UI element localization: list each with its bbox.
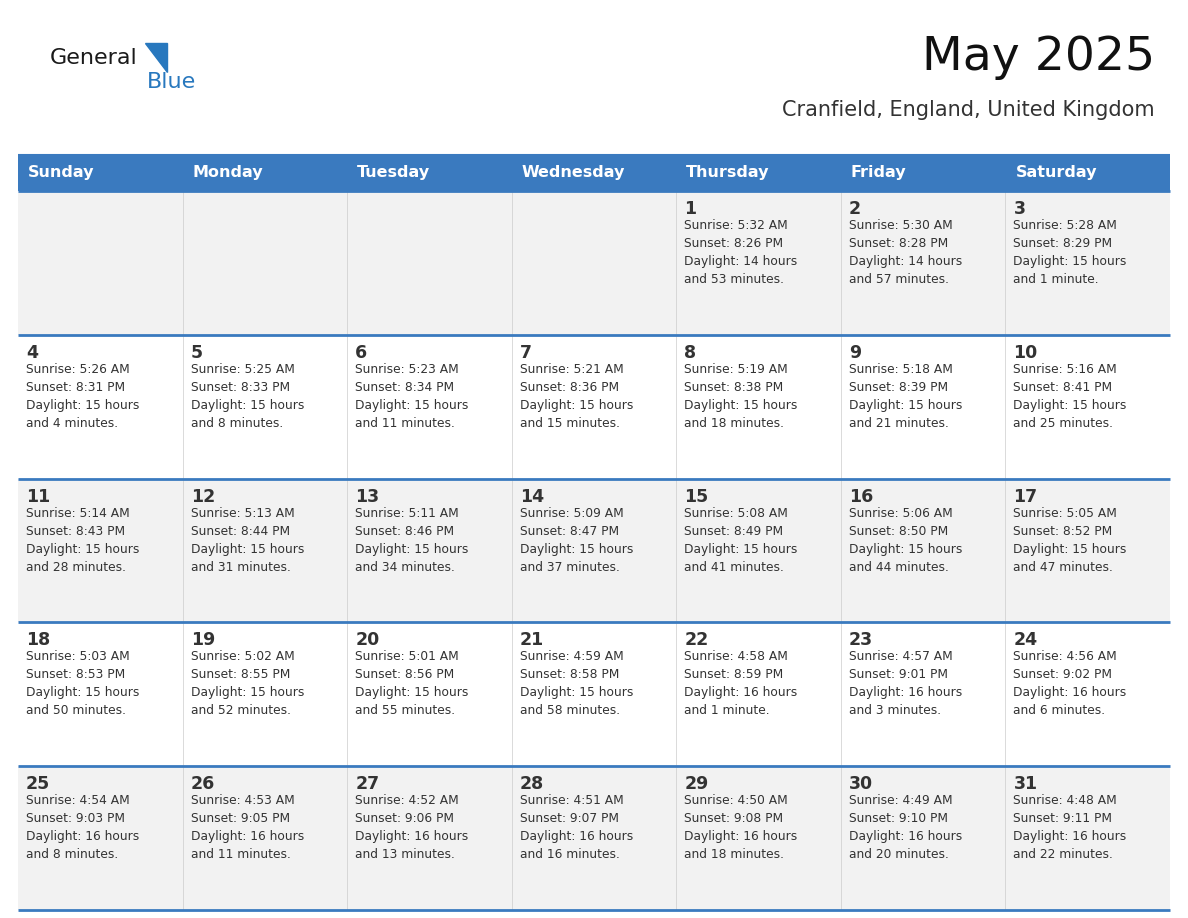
Text: Saturday: Saturday xyxy=(1016,165,1097,181)
Text: Sunrise: 5:16 AM
Sunset: 8:41 PM
Daylight: 15 hours
and 25 minutes.: Sunrise: 5:16 AM Sunset: 8:41 PM Dayligh… xyxy=(1013,363,1126,430)
Text: 2: 2 xyxy=(849,200,861,218)
Text: 3: 3 xyxy=(1013,200,1025,218)
Text: Sunrise: 5:11 AM
Sunset: 8:46 PM
Daylight: 15 hours
and 34 minutes.: Sunrise: 5:11 AM Sunset: 8:46 PM Dayligh… xyxy=(355,507,468,574)
Text: 8: 8 xyxy=(684,344,696,362)
Text: Sunrise: 4:52 AM
Sunset: 9:06 PM
Daylight: 16 hours
and 13 minutes.: Sunrise: 4:52 AM Sunset: 9:06 PM Dayligh… xyxy=(355,794,468,861)
Text: Sunrise: 5:02 AM
Sunset: 8:55 PM
Daylight: 15 hours
and 52 minutes.: Sunrise: 5:02 AM Sunset: 8:55 PM Dayligh… xyxy=(190,650,304,717)
Text: Sunrise: 5:23 AM
Sunset: 8:34 PM
Daylight: 15 hours
and 11 minutes.: Sunrise: 5:23 AM Sunset: 8:34 PM Dayligh… xyxy=(355,363,468,430)
Text: 11: 11 xyxy=(26,487,50,506)
Text: Blue: Blue xyxy=(147,72,196,92)
Text: Thursday: Thursday xyxy=(687,165,770,181)
Text: Sunrise: 4:49 AM
Sunset: 9:10 PM
Daylight: 16 hours
and 20 minutes.: Sunrise: 4:49 AM Sunset: 9:10 PM Dayligh… xyxy=(849,794,962,861)
Text: 25: 25 xyxy=(26,775,50,793)
Text: 23: 23 xyxy=(849,632,873,649)
Text: 27: 27 xyxy=(355,775,379,793)
Text: Sunrise: 5:32 AM
Sunset: 8:26 PM
Daylight: 14 hours
and 53 minutes.: Sunrise: 5:32 AM Sunset: 8:26 PM Dayligh… xyxy=(684,219,797,286)
Text: Sunrise: 5:01 AM
Sunset: 8:56 PM
Daylight: 15 hours
and 55 minutes.: Sunrise: 5:01 AM Sunset: 8:56 PM Dayligh… xyxy=(355,650,468,717)
Text: 4: 4 xyxy=(26,344,38,362)
Bar xyxy=(18,767,1170,910)
Text: General: General xyxy=(50,48,138,68)
Text: 15: 15 xyxy=(684,487,708,506)
Text: Sunrise: 5:08 AM
Sunset: 8:49 PM
Daylight: 15 hours
and 41 minutes.: Sunrise: 5:08 AM Sunset: 8:49 PM Dayligh… xyxy=(684,507,797,574)
Text: 12: 12 xyxy=(190,487,215,506)
Text: 31: 31 xyxy=(1013,775,1037,793)
Bar xyxy=(18,622,1170,767)
Text: 6: 6 xyxy=(355,344,367,362)
Text: Sunday: Sunday xyxy=(29,165,95,181)
Text: Sunrise: 5:13 AM
Sunset: 8:44 PM
Daylight: 15 hours
and 31 minutes.: Sunrise: 5:13 AM Sunset: 8:44 PM Dayligh… xyxy=(190,507,304,574)
Text: Tuesday: Tuesday xyxy=(358,165,430,181)
Text: 28: 28 xyxy=(519,775,544,793)
Bar xyxy=(18,155,1170,191)
Text: 19: 19 xyxy=(190,632,215,649)
Text: Wednesday: Wednesday xyxy=(522,165,625,181)
Text: Sunrise: 4:58 AM
Sunset: 8:59 PM
Daylight: 16 hours
and 1 minute.: Sunrise: 4:58 AM Sunset: 8:59 PM Dayligh… xyxy=(684,650,797,717)
Text: 16: 16 xyxy=(849,487,873,506)
Text: 18: 18 xyxy=(26,632,50,649)
Text: Sunrise: 5:03 AM
Sunset: 8:53 PM
Daylight: 15 hours
and 50 minutes.: Sunrise: 5:03 AM Sunset: 8:53 PM Dayligh… xyxy=(26,650,139,717)
Text: Sunrise: 5:26 AM
Sunset: 8:31 PM
Daylight: 15 hours
and 4 minutes.: Sunrise: 5:26 AM Sunset: 8:31 PM Dayligh… xyxy=(26,363,139,430)
Text: Sunrise: 5:30 AM
Sunset: 8:28 PM
Daylight: 14 hours
and 57 minutes.: Sunrise: 5:30 AM Sunset: 8:28 PM Dayligh… xyxy=(849,219,962,286)
Text: 26: 26 xyxy=(190,775,215,793)
Text: Sunrise: 5:14 AM
Sunset: 8:43 PM
Daylight: 15 hours
and 28 minutes.: Sunrise: 5:14 AM Sunset: 8:43 PM Dayligh… xyxy=(26,507,139,574)
Text: 13: 13 xyxy=(355,487,379,506)
Text: Sunrise: 5:25 AM
Sunset: 8:33 PM
Daylight: 15 hours
and 8 minutes.: Sunrise: 5:25 AM Sunset: 8:33 PM Dayligh… xyxy=(190,363,304,430)
Polygon shape xyxy=(145,43,168,72)
Text: Sunrise: 5:18 AM
Sunset: 8:39 PM
Daylight: 15 hours
and 21 minutes.: Sunrise: 5:18 AM Sunset: 8:39 PM Dayligh… xyxy=(849,363,962,430)
Text: Sunrise: 4:48 AM
Sunset: 9:11 PM
Daylight: 16 hours
and 22 minutes.: Sunrise: 4:48 AM Sunset: 9:11 PM Dayligh… xyxy=(1013,794,1126,861)
Text: 5: 5 xyxy=(190,344,203,362)
Text: 17: 17 xyxy=(1013,487,1037,506)
Text: Sunrise: 5:09 AM
Sunset: 8:47 PM
Daylight: 15 hours
and 37 minutes.: Sunrise: 5:09 AM Sunset: 8:47 PM Dayligh… xyxy=(519,507,633,574)
Text: 20: 20 xyxy=(355,632,379,649)
Text: Sunrise: 4:56 AM
Sunset: 9:02 PM
Daylight: 16 hours
and 6 minutes.: Sunrise: 4:56 AM Sunset: 9:02 PM Dayligh… xyxy=(1013,650,1126,717)
Text: Sunrise: 4:54 AM
Sunset: 9:03 PM
Daylight: 16 hours
and 8 minutes.: Sunrise: 4:54 AM Sunset: 9:03 PM Dayligh… xyxy=(26,794,139,861)
Text: 1: 1 xyxy=(684,200,696,218)
Text: 9: 9 xyxy=(849,344,861,362)
Text: Friday: Friday xyxy=(851,165,906,181)
Text: Sunrise: 4:50 AM
Sunset: 9:08 PM
Daylight: 16 hours
and 18 minutes.: Sunrise: 4:50 AM Sunset: 9:08 PM Dayligh… xyxy=(684,794,797,861)
Text: Monday: Monday xyxy=(192,165,264,181)
Text: 14: 14 xyxy=(519,487,544,506)
Text: Sunrise: 4:57 AM
Sunset: 9:01 PM
Daylight: 16 hours
and 3 minutes.: Sunrise: 4:57 AM Sunset: 9:01 PM Dayligh… xyxy=(849,650,962,717)
Text: 22: 22 xyxy=(684,632,708,649)
Text: Sunrise: 4:51 AM
Sunset: 9:07 PM
Daylight: 16 hours
and 16 minutes.: Sunrise: 4:51 AM Sunset: 9:07 PM Dayligh… xyxy=(519,794,633,861)
Bar xyxy=(18,191,1170,335)
Text: Sunrise: 5:28 AM
Sunset: 8:29 PM
Daylight: 15 hours
and 1 minute.: Sunrise: 5:28 AM Sunset: 8:29 PM Dayligh… xyxy=(1013,219,1126,286)
Bar xyxy=(18,478,1170,622)
Text: 21: 21 xyxy=(519,632,544,649)
Text: May 2025: May 2025 xyxy=(922,36,1155,81)
Text: 30: 30 xyxy=(849,775,873,793)
Text: 10: 10 xyxy=(1013,344,1037,362)
Text: Sunrise: 4:53 AM
Sunset: 9:05 PM
Daylight: 16 hours
and 11 minutes.: Sunrise: 4:53 AM Sunset: 9:05 PM Dayligh… xyxy=(190,794,304,861)
Text: Sunrise: 5:06 AM
Sunset: 8:50 PM
Daylight: 15 hours
and 44 minutes.: Sunrise: 5:06 AM Sunset: 8:50 PM Dayligh… xyxy=(849,507,962,574)
Bar xyxy=(18,335,1170,478)
Text: Sunrise: 5:21 AM
Sunset: 8:36 PM
Daylight: 15 hours
and 15 minutes.: Sunrise: 5:21 AM Sunset: 8:36 PM Dayligh… xyxy=(519,363,633,430)
Text: Sunrise: 4:59 AM
Sunset: 8:58 PM
Daylight: 15 hours
and 58 minutes.: Sunrise: 4:59 AM Sunset: 8:58 PM Dayligh… xyxy=(519,650,633,717)
Text: 24: 24 xyxy=(1013,632,1037,649)
Text: Sunrise: 5:19 AM
Sunset: 8:38 PM
Daylight: 15 hours
and 18 minutes.: Sunrise: 5:19 AM Sunset: 8:38 PM Dayligh… xyxy=(684,363,797,430)
Text: Cranfield, England, United Kingdom: Cranfield, England, United Kingdom xyxy=(783,100,1155,120)
Text: Sunrise: 5:05 AM
Sunset: 8:52 PM
Daylight: 15 hours
and 47 minutes.: Sunrise: 5:05 AM Sunset: 8:52 PM Dayligh… xyxy=(1013,507,1126,574)
Text: 29: 29 xyxy=(684,775,708,793)
Text: 7: 7 xyxy=(519,344,532,362)
